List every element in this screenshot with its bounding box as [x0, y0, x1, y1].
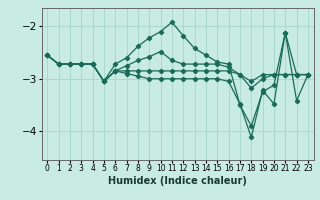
X-axis label: Humidex (Indice chaleur): Humidex (Indice chaleur)	[108, 176, 247, 186]
